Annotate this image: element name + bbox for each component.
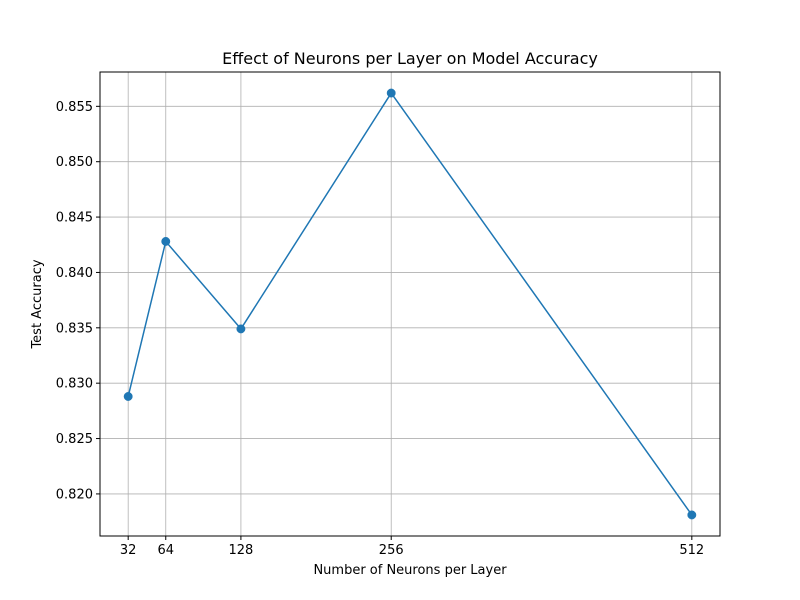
- y-tick-label: 0.845: [56, 211, 93, 226]
- grid-lines: [100, 72, 720, 536]
- y-tick-label: 0.855: [56, 100, 93, 115]
- series-line: [127, 92, 693, 516]
- y-tick-label: 0.840: [56, 266, 93, 281]
- data-point: [687, 510, 697, 520]
- y-tick-label: 0.820: [56, 487, 93, 502]
- ticks-layer: 32 64 128 256 512 0.820 0.825 0.830 0.835 0.840 0.…: [56, 100, 704, 558]
- chart-title: Effect of Neurons per Layer on Model Acc…: [222, 49, 598, 68]
- x-tick-label: 512: [679, 543, 704, 558]
- x-tick-label: 32: [120, 543, 137, 558]
- x-tick-label: 128: [228, 543, 253, 558]
- y-axis-label: Test Accuracy: [30, 259, 45, 349]
- data-point: [236, 324, 246, 334]
- plot-frame: [99, 71, 721, 537]
- data-point: [386, 88, 396, 98]
- y-tick-label: 0.835: [56, 321, 93, 336]
- y-tick-label: 0.850: [56, 155, 93, 170]
- series-layer: [123, 88, 697, 520]
- x-tick-label: 64: [157, 543, 174, 558]
- data-point: [123, 392, 133, 401]
- axes-frame: [99, 71, 721, 537]
- x-tick-label: 256: [379, 543, 404, 558]
- data-point: [161, 236, 171, 246]
- y-tick-label: 0.825: [56, 432, 93, 447]
- y-tick-label: 0.830: [56, 377, 93, 392]
- x-axis-label: Number of Neurons per Layer: [313, 563, 507, 578]
